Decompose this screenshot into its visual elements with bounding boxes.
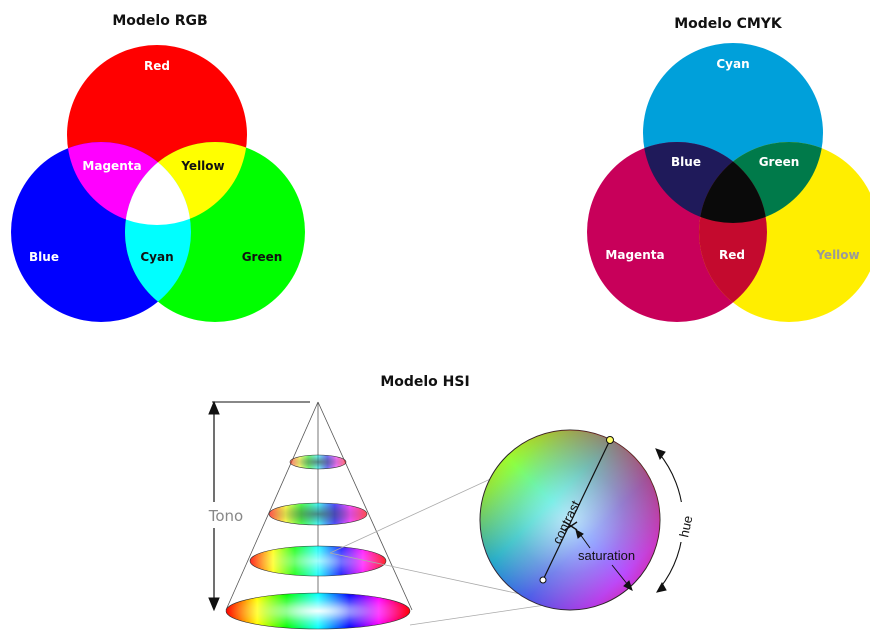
hsi-slice-1: [289, 454, 347, 470]
cmyk-label-magenta: Magenta: [605, 248, 664, 262]
rgb-label-red: Red: [144, 59, 170, 73]
hsi-color-wheel: [479, 429, 661, 611]
rgb-label-green: Green: [242, 250, 283, 264]
saturation-arrows: [575, 528, 633, 591]
rgb-white-region: [125, 142, 247, 225]
hsi-slice-3: [249, 545, 387, 577]
cmyk-title: Modelo CMYK: [674, 16, 783, 32]
rgb-label-yellow: Yellow: [180, 159, 224, 173]
hue-label-bg: [670, 502, 692, 542]
hue-label: hue: [676, 514, 695, 538]
saturation-label: saturation: [578, 548, 635, 563]
contrast-axis: [539, 436, 614, 584]
cmyk-black-region: [699, 142, 823, 223]
tono-label: Tono: [208, 507, 243, 525]
rgb-magenta-region: [67, 142, 191, 225]
hsi-slice-2: [268, 502, 368, 526]
cmyk-label-blue: Blue: [671, 155, 701, 169]
cmyk-label-red: Red: [719, 248, 745, 262]
rgb-diagram: [11, 45, 305, 322]
rgb-label-magenta: Magenta: [82, 159, 141, 173]
hsi-slice-4: [225, 592, 411, 630]
projection-lines: [329, 469, 553, 626]
tono-label-bg: [200, 502, 252, 528]
rgb-title: Modelo RGB: [112, 13, 207, 29]
hsi-cone: [225, 401, 413, 630]
cmyk-label-yellow: Yellow: [815, 248, 859, 262]
cmyk-diagram: [587, 43, 870, 322]
cmyk-green-region: [699, 142, 823, 223]
rgb-yellow-region: [125, 142, 247, 225]
rgb-label-cyan: Cyan: [140, 250, 173, 264]
cmyk-blue-region: [643, 142, 767, 223]
cmyk-label-green: Green: [759, 155, 800, 169]
cmyk-label-cyan: Cyan: [716, 57, 749, 71]
rgb-label-blue: Blue: [29, 250, 59, 264]
hsi-title: Modelo HSI: [380, 374, 469, 390]
